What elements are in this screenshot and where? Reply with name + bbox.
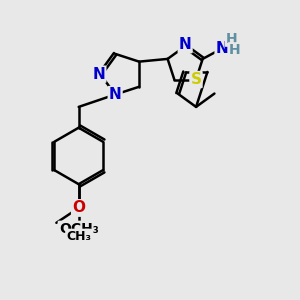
Text: N: N <box>216 41 228 56</box>
Text: CH₃: CH₃ <box>66 230 91 243</box>
Text: S: S <box>190 72 202 87</box>
Text: O: O <box>72 200 85 215</box>
Text: N: N <box>109 87 122 102</box>
Text: O: O <box>72 200 85 215</box>
Text: OCH₃: OCH₃ <box>59 222 98 236</box>
Text: N: N <box>179 37 191 52</box>
Text: H: H <box>226 32 237 46</box>
Text: H: H <box>229 43 240 57</box>
Text: N: N <box>92 67 105 82</box>
